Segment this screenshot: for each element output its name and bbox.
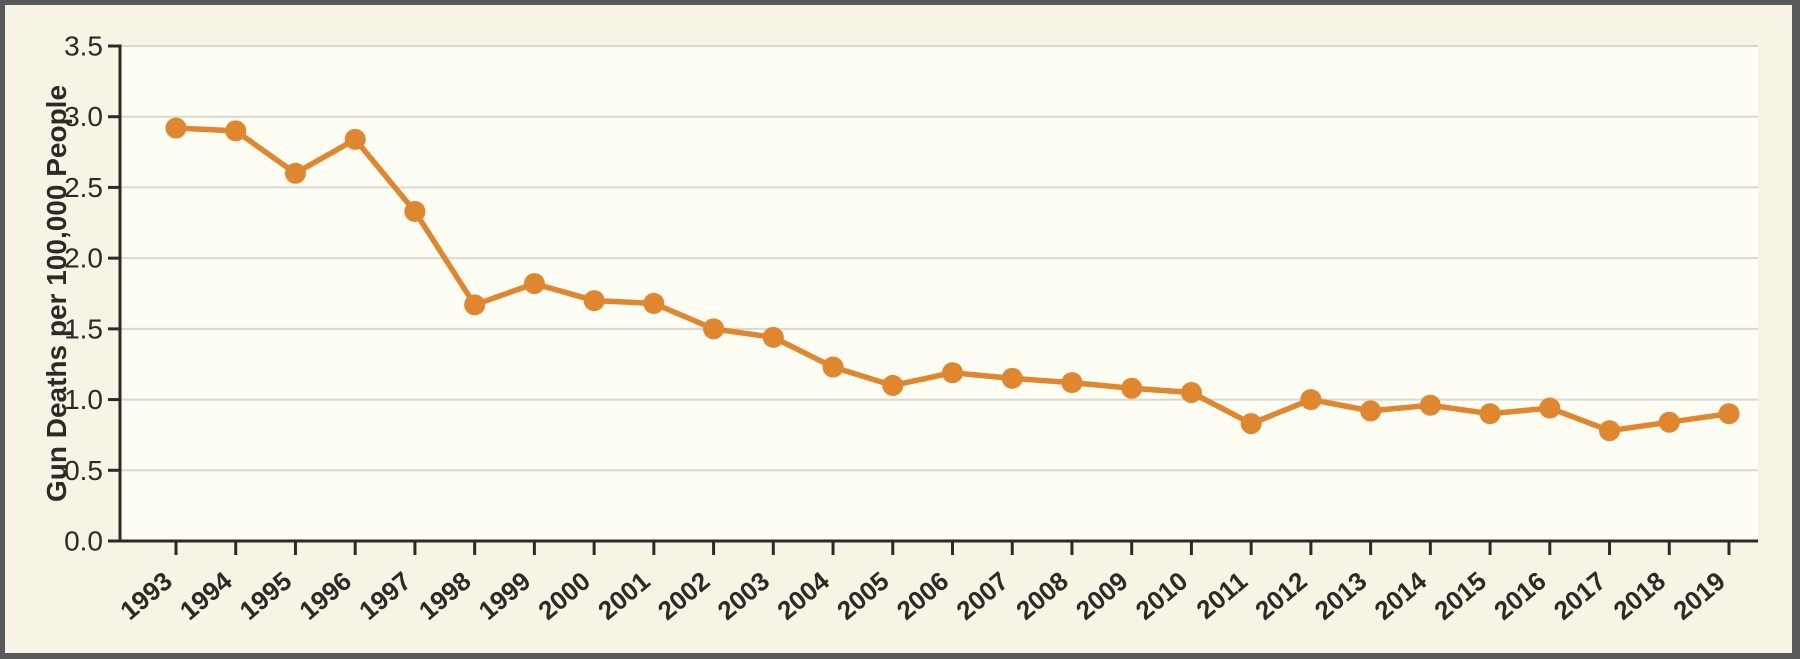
gun-deaths-line-chart: 0.0 0.5 1.0 1.5 2.0 2.5 3.0 3.5 1993 1994 1995 1996… xyxy=(5,5,1792,653)
line-chart-svg: 0.0 0.5 1.0 1.5 2.0 2.5 3.0 3.5 1993199419951996… xyxy=(41,31,1758,626)
data-point xyxy=(762,326,784,348)
x-axis-tick-label: 2016 xyxy=(1488,566,1552,626)
x-axis-tick-label: 2015 xyxy=(1428,566,1492,626)
x-axis-tick-label: 2000 xyxy=(532,566,596,626)
data-point xyxy=(225,120,247,142)
x-axis-tick-label: 1994 xyxy=(174,565,238,626)
x-axis-tick-label: 2009 xyxy=(1070,566,1134,626)
data-point xyxy=(1718,403,1740,425)
x-axis-tick-label: 2007 xyxy=(950,566,1014,626)
data-point xyxy=(1121,377,1143,399)
x-axis-tick-label: 2014 xyxy=(1369,565,1433,626)
data-point xyxy=(1658,411,1680,433)
data-point xyxy=(1180,382,1202,403)
y-axis-tick-label: 2.5 xyxy=(64,172,103,203)
x-axis-tick-label: 1996 xyxy=(293,566,357,626)
data-point xyxy=(1419,394,1441,416)
chart-canvas: 0.0 0.5 1.0 1.5 2.0 2.5 3.0 3.5 1993 1994 1995 1996… xyxy=(5,5,1792,653)
x-axis-tick-label: 2008 xyxy=(1010,566,1074,626)
data-point xyxy=(1300,389,1322,411)
data-point xyxy=(464,294,486,316)
data-point xyxy=(1479,403,1501,425)
x-axis-tick-label: 2005 xyxy=(831,566,895,626)
data-point xyxy=(344,128,366,150)
x-axis-tick-label: 1995 xyxy=(234,566,298,626)
data-point xyxy=(404,200,426,222)
y-axis-tick-label: 2.0 xyxy=(64,243,103,274)
plot-area xyxy=(120,46,1758,541)
x-axis-tick-label: 2003 xyxy=(712,566,776,626)
x-axis-tick-label: 1993 xyxy=(114,566,178,626)
y-axis-tick-label: 3.5 xyxy=(64,31,103,62)
y-axis-title: Gun Deaths per 100,000 People xyxy=(41,85,72,502)
data-point xyxy=(583,290,605,312)
data-point xyxy=(1061,372,1083,394)
data-point xyxy=(284,162,306,184)
data-point xyxy=(822,356,844,378)
data-point xyxy=(1240,413,1262,435)
data-point xyxy=(165,117,187,139)
y-axis-tick-label: 1.0 xyxy=(64,384,103,415)
data-point xyxy=(703,318,725,340)
data-point xyxy=(643,292,665,314)
data-point xyxy=(1001,367,1023,389)
y-axis-tick-label: 1.5 xyxy=(64,313,103,344)
data-point xyxy=(1360,400,1382,422)
y-axis-tick-label: 0.0 xyxy=(64,526,103,557)
x-axis-tick-label: 2013 xyxy=(1309,566,1373,626)
data-point xyxy=(523,273,545,295)
x-axis-tick-label: 1997 xyxy=(353,566,417,626)
x-axis-tick-label: 2001 xyxy=(592,566,656,626)
x-axis-tick-label: 2019 xyxy=(1667,566,1731,626)
x-axis-tick-label: 2011 xyxy=(1191,566,1253,625)
y-axis-tick-label: 0.5 xyxy=(64,455,103,486)
x-axis-tick-label: 2010 xyxy=(1130,566,1194,626)
data-point xyxy=(1539,397,1561,419)
data-point xyxy=(882,374,904,396)
x-axis-tick-label: 2004 xyxy=(771,565,835,626)
x-axis-tick-label: 2018 xyxy=(1608,566,1672,626)
x-axis-tick-label: 1998 xyxy=(413,566,477,626)
x-axis-tick-label: 2012 xyxy=(1249,566,1313,626)
x-axis-tick-label: 2006 xyxy=(891,566,955,626)
data-point xyxy=(942,362,963,384)
y-axis-tick-label: 3.0 xyxy=(64,101,103,132)
x-axis-tick-label: 2002 xyxy=(652,566,716,626)
data-point xyxy=(1599,420,1621,442)
x-axis-tick-label: 2017 xyxy=(1548,566,1612,626)
x-axis-tick-label: 1999 xyxy=(473,566,537,626)
